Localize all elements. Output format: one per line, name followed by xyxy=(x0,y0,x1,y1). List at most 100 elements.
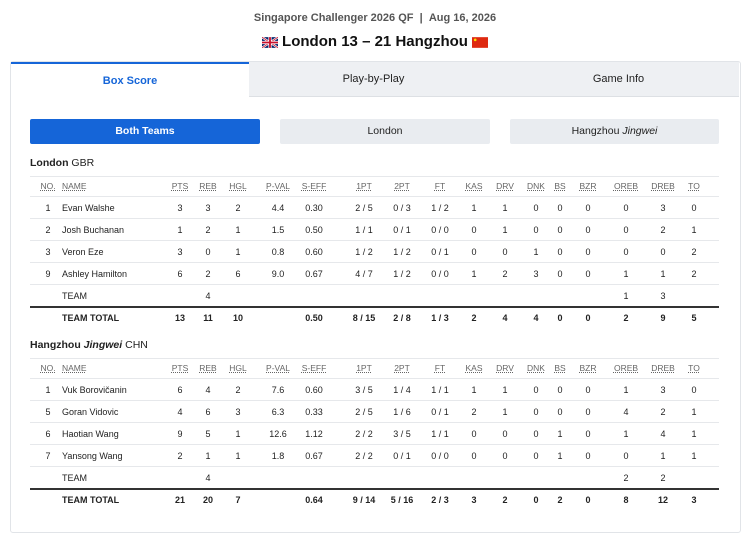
stat-cell: 1 xyxy=(45,203,51,213)
stat-cell: 6 xyxy=(205,407,211,417)
stat-cell: 1 xyxy=(235,247,241,257)
stat-cell: 0 / 0 xyxy=(431,269,449,279)
dash: – xyxy=(362,33,371,50)
row-border xyxy=(30,466,719,467)
stat-cell: 1 / 2 xyxy=(431,203,449,213)
stat-cell: 0 xyxy=(691,385,697,395)
team-country: GBR xyxy=(71,157,95,169)
total-cell: 8 xyxy=(623,495,629,505)
stat-cell: 1 xyxy=(623,269,629,279)
total-cell: 2 xyxy=(557,495,563,505)
stat-cell: 1 xyxy=(557,451,563,461)
row-border xyxy=(30,422,719,423)
stat-cell: 1 / 1 xyxy=(431,385,449,395)
stat-cell: 1 xyxy=(502,407,508,417)
tab[interactable]: Box Score xyxy=(11,62,249,97)
total-cell: TEAM TOTAL xyxy=(62,313,120,323)
column-header: DNK xyxy=(527,363,545,373)
stat-cell: 4 xyxy=(623,407,629,417)
total-cell: 0 xyxy=(585,313,591,323)
stat-cell: 0 xyxy=(557,407,563,417)
stat-cell: 0 xyxy=(557,385,563,395)
stat-cell: 1 xyxy=(691,429,697,439)
stat-cell: 1 xyxy=(471,269,477,279)
stat-cell: 3 xyxy=(660,385,666,395)
stat-cell: 0 xyxy=(471,429,477,439)
stat-cell: 0 xyxy=(533,451,539,461)
stat-cell: 0 / 0 xyxy=(431,451,449,461)
team-name-italic: Jingwei xyxy=(83,339,123,351)
date: Aug 16, 2026 xyxy=(428,12,497,24)
stat-cell: 2 xyxy=(623,473,629,483)
stat-cell: 2 xyxy=(660,225,666,235)
stat-cell: 1 xyxy=(235,451,241,461)
stat-cell: 3 xyxy=(235,407,241,417)
row-border xyxy=(30,378,719,379)
column-header: NO. xyxy=(40,363,56,373)
stat-cell: 1 xyxy=(235,225,241,235)
stat-cell: 5 xyxy=(45,407,51,417)
total-cell: 8 / 15 xyxy=(352,313,376,323)
row-border xyxy=(30,358,719,359)
away-team: Hangzhou xyxy=(395,33,468,50)
stat-cell: 4 xyxy=(205,473,211,483)
china-flag xyxy=(471,37,488,48)
filter-button[interactable]: Both Teams xyxy=(30,119,260,144)
row-border xyxy=(30,444,719,445)
filter-label-italic: Jingwei xyxy=(622,125,658,137)
column-header: 1PT xyxy=(356,363,372,373)
total-cell: 20 xyxy=(202,495,213,505)
stat-cell: 0 xyxy=(623,203,629,213)
stat-cell: TEAM xyxy=(62,291,88,301)
stat-cell: 0 / 3 xyxy=(393,203,411,213)
row-border xyxy=(30,196,719,197)
column-header: 1PT xyxy=(356,181,372,191)
stat-cell: 1 xyxy=(691,451,697,461)
stat-cell: 6 xyxy=(45,429,51,439)
total-cell: 0 xyxy=(585,495,591,505)
stat-cell: Evan Walshe xyxy=(62,203,115,213)
stat-cell: 1 xyxy=(557,429,563,439)
stat-cell: 0 / 0 xyxy=(431,225,449,235)
stat-cell: 1 xyxy=(623,385,629,395)
stat-cell: 7.6 xyxy=(271,385,285,395)
stat-cell: 4.4 xyxy=(271,203,285,213)
stat-cell: 2 xyxy=(502,269,508,279)
stat-cell: 0 xyxy=(533,225,539,235)
stat-cell: 3 xyxy=(45,247,51,257)
row-border xyxy=(30,176,719,177)
column-header: HGL xyxy=(229,181,247,191)
stat-cell: 0 / 1 xyxy=(393,451,411,461)
stat-cell: 1 xyxy=(691,225,697,235)
stat-cell: 3 xyxy=(205,203,211,213)
total-border xyxy=(30,306,719,308)
total-cell: 5 / 16 xyxy=(390,495,414,505)
total-cell: 10 xyxy=(232,313,243,323)
total-cell: 11 xyxy=(203,313,213,323)
stat-cell: 0 xyxy=(533,429,539,439)
filter-button[interactable]: Hangzhou Jingwei xyxy=(510,119,719,144)
stat-cell: 0 xyxy=(585,225,591,235)
tab[interactable]: Game Info xyxy=(498,62,739,97)
total-cell: 3 xyxy=(691,495,697,505)
stat-cell: 0 xyxy=(585,429,591,439)
column-header: HGL xyxy=(229,363,247,373)
stat-cell: 0.8 xyxy=(271,247,285,257)
stat-cell: 3 xyxy=(177,203,183,213)
stat-cell: 0.67 xyxy=(305,269,323,279)
stat-cell: 0 xyxy=(557,247,563,257)
tab[interactable]: Play-by-Play xyxy=(249,62,498,97)
stat-cell: 0 xyxy=(557,225,563,235)
stat-cell: 0 / 1 xyxy=(431,247,449,257)
stat-cell: 0 xyxy=(623,247,629,257)
stat-cell: 1 xyxy=(660,269,666,279)
stat-cell: 3 xyxy=(660,203,666,213)
stat-cell: 2 / 5 xyxy=(355,407,373,417)
column-header: BS xyxy=(554,181,566,191)
total-cell: 3 xyxy=(471,495,477,505)
event-line: Singapore Challenger 2026 QF | Aug 16, 2… xyxy=(0,12,750,24)
filter-button[interactable]: London xyxy=(280,119,490,144)
total-cell: 7 xyxy=(235,495,241,505)
stat-cell: 2 xyxy=(235,203,241,213)
stat-cell: 2 xyxy=(691,247,697,257)
